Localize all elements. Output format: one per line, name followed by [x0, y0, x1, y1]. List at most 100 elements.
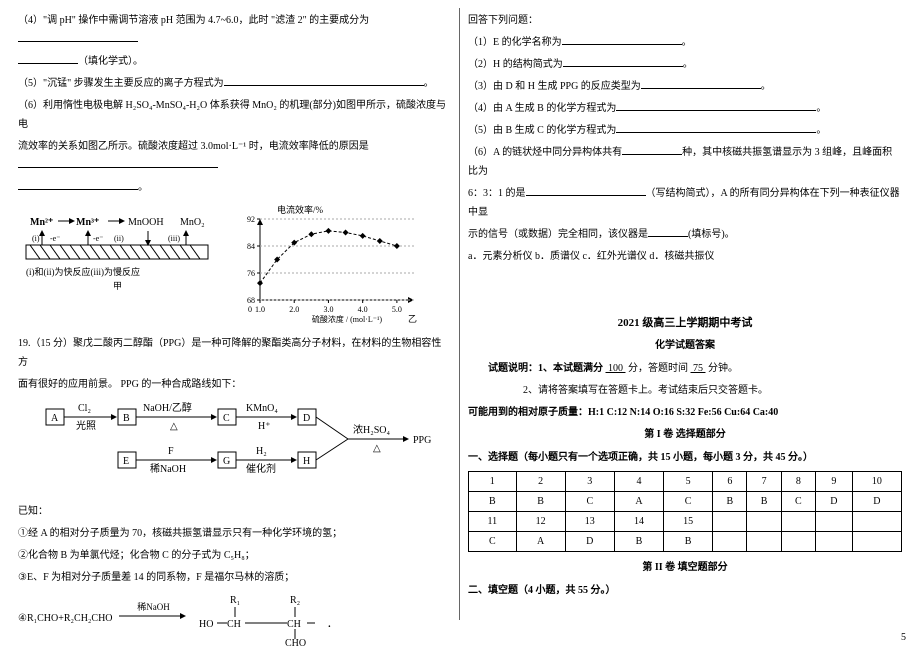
svg-text:H₂: H₂ — [256, 446, 267, 457]
svg-text:CHO: CHO — [285, 638, 306, 646]
q5: （5）"沉锰" 步骤发生主要反应的离子方程式为。 — [18, 74, 451, 93]
table-cell: D — [816, 491, 853, 511]
table-cell: B — [614, 531, 663, 551]
sec2-sub: 二、填空题（4 小题，共 55 分。） — [468, 581, 902, 600]
svg-text:Mn³⁺: Mn³⁺ — [76, 217, 99, 228]
r-head: 回答下列问题： — [468, 11, 902, 30]
blank — [622, 146, 682, 155]
svg-text:(iii): (iii) — [168, 234, 180, 243]
svg-text:3.0: 3.0 — [323, 305, 333, 314]
blank — [641, 80, 761, 89]
table-cell: 9 — [816, 471, 853, 491]
blank — [18, 55, 78, 64]
svg-text:硫酸浓度 / (mol·L⁻¹): 硫酸浓度 / (mol·L⁻¹) — [312, 314, 383, 324]
svg-text:R₂: R₂ — [290, 595, 300, 606]
table-cell: 4 — [614, 471, 663, 491]
svg-text:4.0: 4.0 — [358, 305, 368, 314]
table-cell: 8 — [781, 471, 815, 491]
sec2-sub-t: 二、填空题（4 小题，共 55 分。） — [468, 585, 616, 596]
table-cell: 6 — [713, 471, 747, 491]
svg-text:F: F — [168, 446, 174, 457]
q4: （4）"调 pH" 操作中需调节溶液 pH 范围为 4.7~6.0，此时 "滤渣… — [18, 11, 451, 49]
table-cell: 14 — [614, 511, 663, 531]
svg-text:光照: 光照 — [76, 419, 96, 432]
rq6-1: （6）A 的链状烃中同分异构体共有种，其中核磁共振氢谱显示为 3 组峰，且峰面积… — [468, 143, 902, 181]
svg-text:-e⁻: -e⁻ — [50, 234, 60, 243]
answers-title: 2021 级高三上学期期中考试 — [468, 313, 902, 334]
known-head: 已知： — [18, 502, 451, 521]
table-cell — [781, 531, 815, 551]
rq6-1t: （6）A 的链状烃中同分异构体共有 — [468, 147, 622, 158]
rq6-3: 示的信号（或数据）完全相同，该仪器是 (填标号)。 — [468, 225, 902, 244]
table-cell — [781, 511, 815, 531]
rq6-3t: 示的信号（或数据）完全相同，该仪器是 — [468, 229, 648, 240]
svg-text:CH: CH — [287, 619, 301, 630]
table-cell: 13 — [565, 511, 614, 531]
rq2: （2）H 的结构简式为。 — [468, 55, 902, 74]
svg-text:(ii): (ii) — [114, 234, 124, 243]
table-cell — [852, 531, 901, 551]
note1c: 分钟。 — [708, 363, 738, 374]
answer-table: 12345678910BBCACBBCDD1112131415CADBB — [468, 471, 902, 552]
table-cell: 7 — [747, 471, 781, 491]
svg-text:A: A — [51, 413, 59, 424]
note1: 试题说明：1、本试题满分 100 分，答题时间 75 分钟。 — [468, 359, 902, 378]
svg-text:1.0: 1.0 — [255, 305, 265, 314]
note1a: 试题说明：1、本试题满分 — [488, 363, 603, 374]
table-cell: B — [713, 491, 747, 511]
svg-text:(i)和(ii)为快反应(iii)为慢反应: (i)和(ii)为快反应(iii)为慢反应 — [26, 266, 140, 277]
known-2: ②化合物 B 为单氯代烃；化合物 C 的分子式为 C₅H₈； — [18, 546, 451, 565]
table-cell: 3 — [565, 471, 614, 491]
mechanism-svg: Mn²⁺ Mn³⁺ MnOOH MnO₂ — [18, 203, 218, 313]
figure-row: Mn²⁺ Mn³⁺ MnOOH MnO₂ — [18, 203, 451, 328]
table-cell: C — [781, 491, 815, 511]
svg-text:．: ． — [327, 619, 337, 630]
svg-text:甲: 甲 — [113, 281, 122, 291]
svg-text:KMnO₄: KMnO₄ — [246, 403, 278, 414]
table-cell: C — [664, 491, 713, 511]
note1-score: 100 — [608, 363, 623, 374]
svg-text:5.0: 5.0 — [392, 305, 402, 314]
blank — [648, 228, 688, 237]
answers-sub: 化学试题答案 — [468, 336, 902, 355]
svg-text:C: C — [223, 413, 230, 424]
table-cell — [747, 511, 781, 531]
scheme-svg: A B C D E G H Cl₂光照 NaOH/乙醇△ KMnO₄H⁺ F稀N… — [18, 397, 448, 492]
left-column: （4）"调 pH" 操作中需调节溶液 pH 范围为 4.7~6.0，此时 "滤渣… — [10, 8, 460, 620]
rq5-t: （5）由 B 生成 C 的化学方程式为 — [468, 125, 616, 136]
svg-text:△: △ — [170, 421, 178, 432]
sec1-title: 第 I 卷 选择题部分 — [468, 425, 902, 444]
table-cell: B — [469, 491, 517, 511]
rq6-3b: (填标号)。 — [688, 229, 735, 240]
svg-text:Cl₂: Cl₂ — [78, 403, 91, 414]
rq2-t: （2）H 的结构简式为 — [468, 59, 563, 70]
sec2-title: 第 II 卷 填空题部分 — [468, 558, 902, 577]
svg-text:68: 68 — [247, 296, 255, 305]
table-cell — [713, 531, 747, 551]
svg-text:PPG: PPG — [413, 435, 431, 446]
rq1-t: （1）E 的化学名称为 — [468, 37, 562, 48]
note2: 2、请将答案填写在答题卡上。考试结束后只交答题卡。 — [468, 381, 902, 400]
svg-text:催化剂: 催化剂 — [246, 462, 276, 475]
svg-text:H: H — [303, 456, 310, 467]
svg-text:MnO₂: MnO₂ — [180, 217, 205, 228]
q4-note: （填化学式）。 — [18, 52, 451, 71]
svg-text:H⁺: H⁺ — [258, 421, 271, 432]
svg-text:D: D — [303, 413, 310, 424]
rq5: （5）由 B 生成 C 的化学方程式为。 — [468, 121, 902, 140]
table-cell — [747, 531, 781, 551]
q4-fillnote: （填化学式）。 — [78, 56, 143, 67]
table-cell: C — [469, 531, 517, 551]
svg-text:B: B — [123, 413, 130, 424]
efficiency-chart: 电流效率/%687684921.02.03.04.05.00硫酸浓度 / (mo… — [230, 203, 420, 328]
svg-text:E: E — [123, 456, 129, 467]
note1b: 分，答题时间 — [628, 363, 688, 374]
q6-2: 流效率的关系如图乙所示。硫酸浓度超过 3.0mol·L⁻¹ 时，电流效率降低的原… — [18, 137, 451, 175]
svg-text:乙: 乙 — [408, 314, 417, 324]
page-number: 5 — [901, 632, 906, 643]
table-cell: D — [852, 491, 901, 511]
table-cell: B — [747, 491, 781, 511]
table-cell — [713, 511, 747, 531]
blank — [18, 159, 218, 168]
rq4-t: （4）由 A 生成 B 的化学方程式为 — [468, 103, 616, 114]
